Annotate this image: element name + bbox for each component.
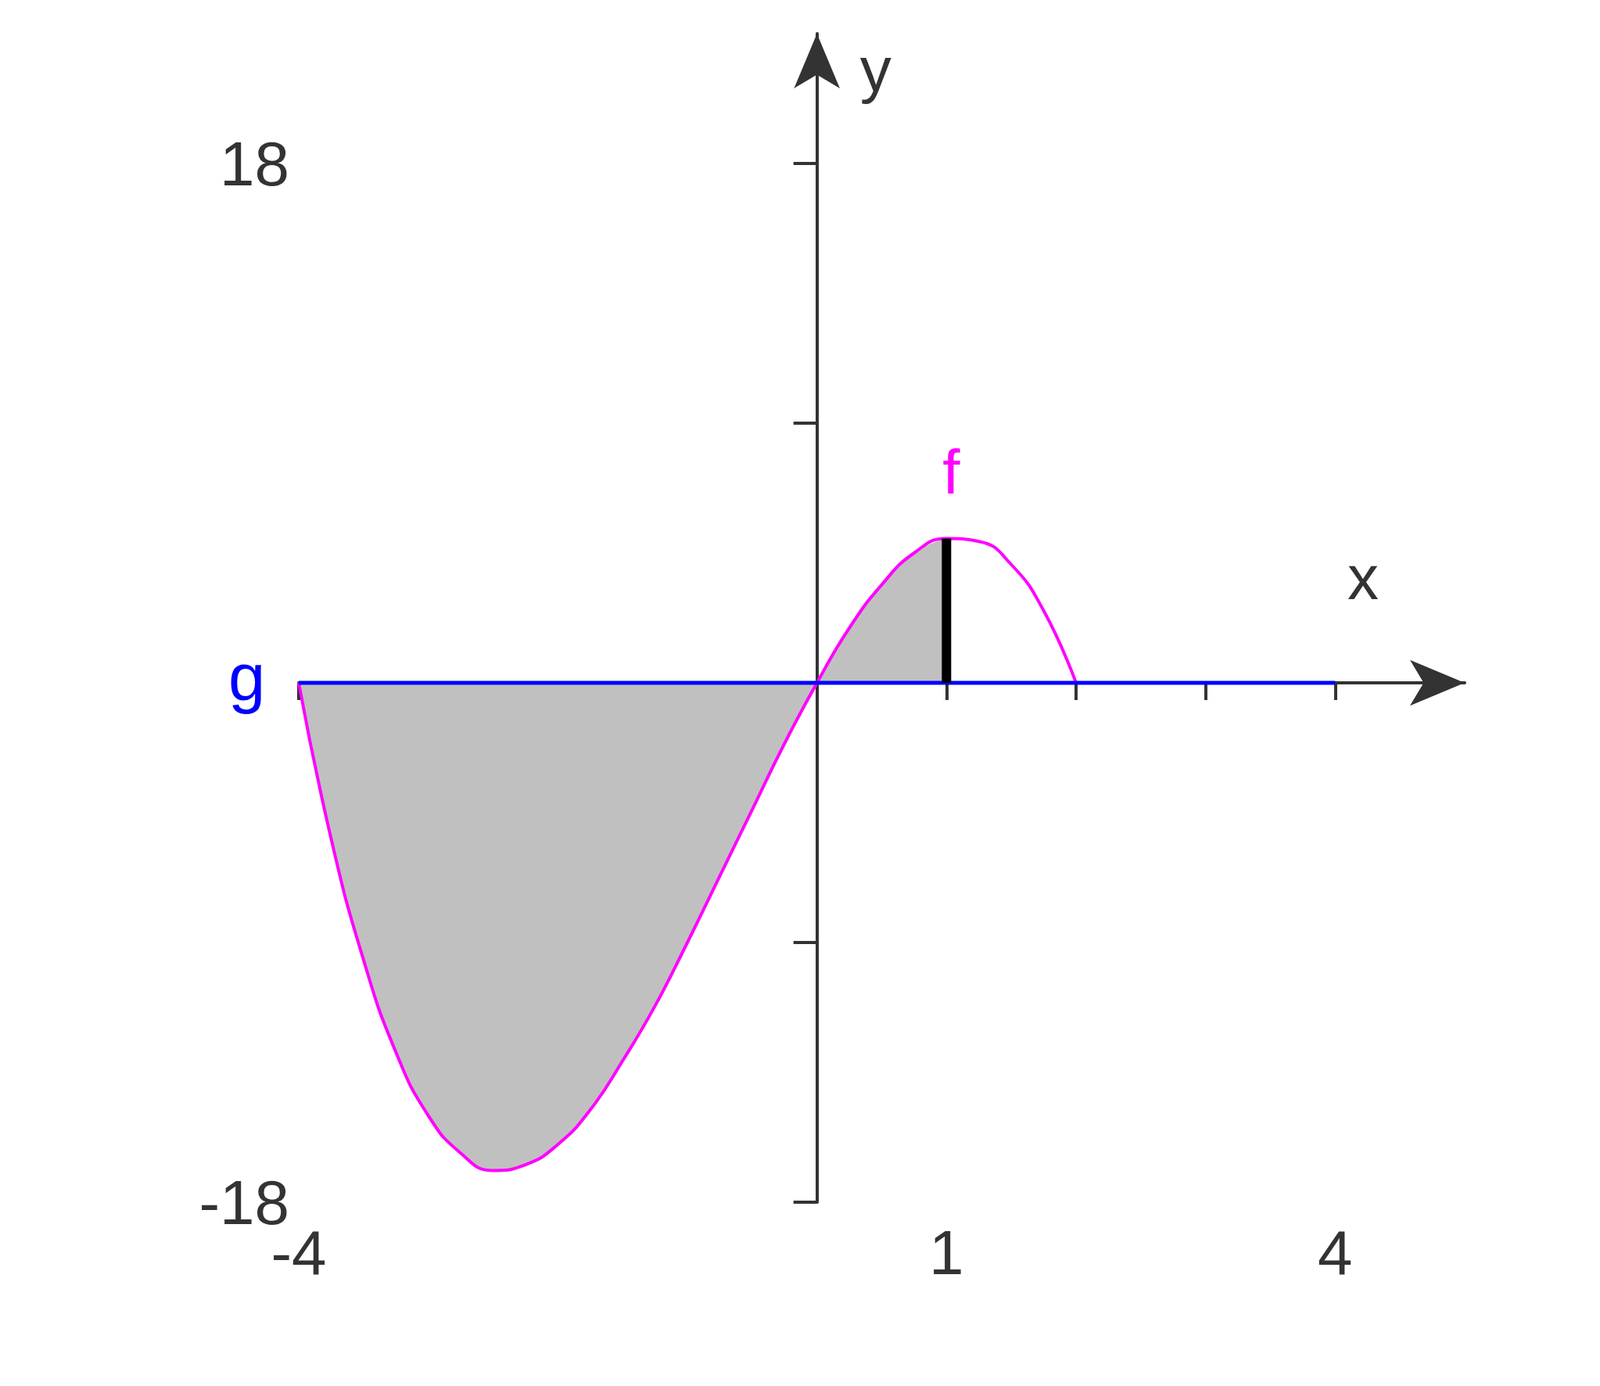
svg-text:y: y <box>860 34 892 105</box>
svg-text:g: g <box>228 639 266 714</box>
svg-text:x: x <box>1347 542 1379 613</box>
svg-text:1: 1 <box>929 1217 965 1288</box>
svg-text:4: 4 <box>1317 1217 1353 1288</box>
svg-text:f: f <box>942 437 961 507</box>
svg-text:18: 18 <box>219 129 290 199</box>
svg-text:-18: -18 <box>198 1167 290 1237</box>
svg-text:-4: -4 <box>270 1217 327 1288</box>
